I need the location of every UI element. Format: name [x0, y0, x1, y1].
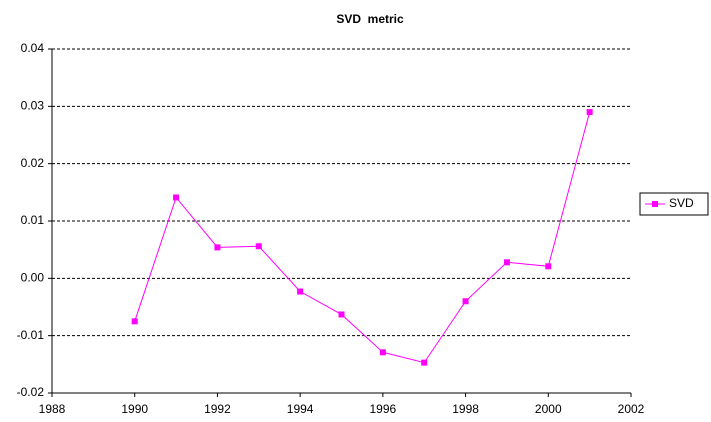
x-tick-label: 1990 — [121, 402, 148, 416]
point — [131, 318, 138, 325]
point — [545, 263, 552, 270]
point — [379, 349, 386, 356]
point — [173, 194, 180, 201]
y-tick-label: 0.03 — [21, 99, 45, 113]
x-tick-label: 1996 — [370, 402, 397, 416]
series-line — [134, 111, 591, 364]
x-tick-label: 1998 — [452, 402, 479, 416]
point — [503, 259, 510, 266]
point — [338, 311, 345, 318]
x-tick-label: 2002 — [618, 402, 645, 416]
y-tick-label: 0.04 — [21, 41, 45, 55]
y-tick-label: -0.02 — [17, 385, 45, 399]
legend-marker — [652, 201, 658, 207]
point — [214, 244, 221, 251]
chart-title: SVD metric — [336, 12, 404, 26]
point — [421, 359, 428, 366]
x-tick-label: 1988 — [39, 402, 66, 416]
x-tick-label: 1994 — [287, 402, 314, 416]
legend-label: SVD — [669, 196, 694, 210]
point — [462, 298, 469, 305]
point — [255, 243, 262, 250]
x-tick-label: 2000 — [535, 402, 562, 416]
point — [297, 288, 304, 295]
point — [586, 109, 593, 116]
x-tick-label: 1992 — [204, 402, 231, 416]
y-tick-label: 0.00 — [21, 271, 45, 285]
legend-box — [639, 192, 709, 216]
y-tick-label: -0.01 — [17, 328, 45, 342]
y-tick-label: 0.02 — [21, 156, 45, 170]
y-tick-label: 0.01 — [21, 213, 45, 227]
